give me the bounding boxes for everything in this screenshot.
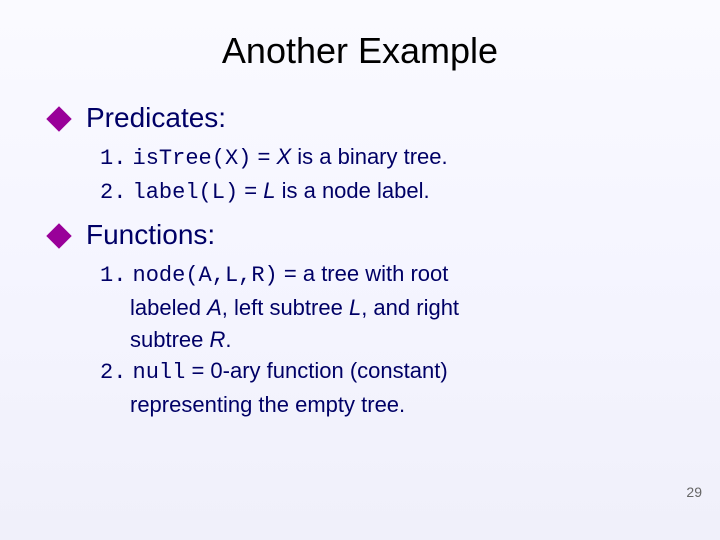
item-code: isTree(X): [133, 146, 252, 171]
item-code: label(L): [133, 180, 239, 205]
item-rest: is a binary tree.: [291, 144, 448, 169]
functions-items: 1. node(A,L,R) = a tree with root labele…: [100, 259, 680, 419]
section-label-functions: Functions:: [86, 219, 215, 251]
item-eq: =: [251, 144, 276, 169]
diamond-bullet-icon: [46, 224, 71, 249]
item-var: L: [263, 178, 275, 203]
text: labeled: [130, 295, 207, 320]
item-code: null: [133, 360, 186, 385]
text: subtree: [130, 327, 210, 352]
text: representing the empty tree.: [130, 392, 405, 417]
item-number: 2.: [100, 180, 126, 205]
slide: Another Example Predicates: 1. isTree(X)…: [0, 0, 720, 540]
item-var: X: [276, 144, 291, 169]
function-item-1-line2: labeled A, left subtree L, and right: [130, 293, 680, 323]
section-functions: Functions:: [50, 219, 680, 251]
function-item-2-line2: representing the empty tree.: [130, 390, 680, 420]
item-eq: =: [238, 178, 263, 203]
var: A: [207, 295, 222, 320]
predicate-item-1: 1. isTree(X) = X is a binary tree.: [100, 142, 680, 174]
item-number: 2.: [100, 360, 126, 385]
var: R: [210, 327, 226, 352]
diamond-bullet-icon: [46, 106, 71, 131]
predicates-items: 1. isTree(X) = X is a binary tree. 2. la…: [100, 142, 680, 207]
item-code: node(A,L,R): [133, 263, 278, 288]
item-number: 1.: [100, 146, 126, 171]
item-rest: 0-ary function (constant): [210, 358, 447, 383]
section-label-predicates: Predicates:: [86, 102, 226, 134]
item-rest: a tree with root: [303, 261, 449, 286]
function-item-2: 2. null = 0-ary function (constant): [100, 356, 680, 388]
text: , and right: [361, 295, 459, 320]
slide-title: Another Example: [40, 30, 680, 72]
var: L: [349, 295, 361, 320]
function-item-1-line3: subtree R.: [130, 325, 680, 355]
item-eq: =: [185, 358, 210, 383]
predicate-item-2: 2. label(L) = L is a node label.: [100, 176, 680, 208]
item-rest: is a node label.: [275, 178, 429, 203]
function-item-1: 1. node(A,L,R) = a tree with root: [100, 259, 680, 291]
section-predicates: Predicates:: [50, 102, 680, 134]
page-number: 29: [686, 484, 702, 500]
item-number: 1.: [100, 263, 126, 288]
text: , left subtree: [222, 295, 349, 320]
item-eq: =: [278, 261, 303, 286]
text: .: [225, 327, 231, 352]
